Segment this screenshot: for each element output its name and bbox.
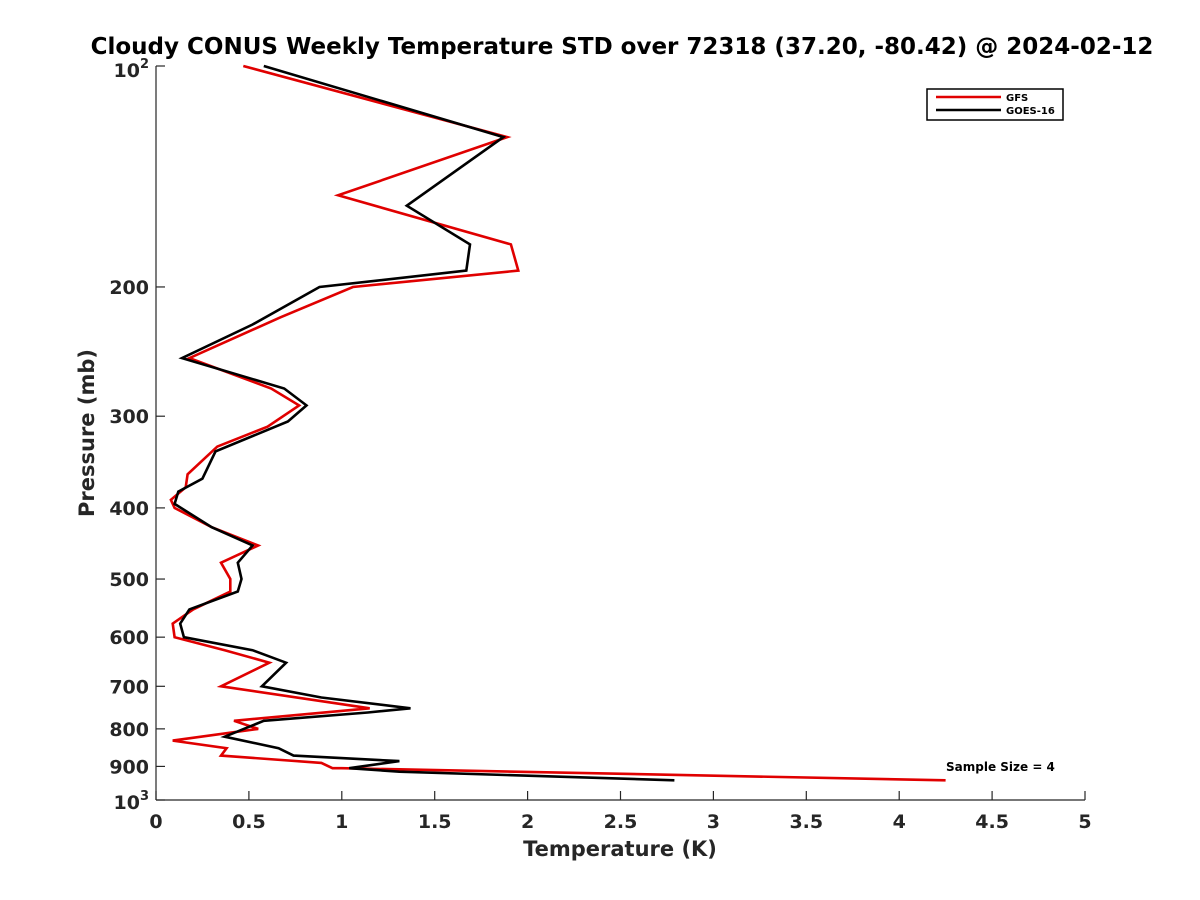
y-tick-label: 400 xyxy=(109,498,149,520)
y-tick-label: 500 xyxy=(109,569,149,591)
y-tick-label: 700 xyxy=(109,676,149,698)
x-tick-label: 2.5 xyxy=(604,811,638,833)
x-tick-label: 0.5 xyxy=(232,811,266,833)
x-tick-label: 0 xyxy=(149,811,162,833)
x-axis-label: Temperature (K) xyxy=(523,837,717,861)
legend-label-gfs: GFS xyxy=(1006,93,1028,104)
y-tick-label: 103 xyxy=(114,789,150,814)
y-axis-label: Pressure (mb) xyxy=(75,349,99,517)
y-tick-label: 102 xyxy=(114,57,150,82)
y-tick-label: 800 xyxy=(109,719,149,741)
x-tick-label: 1 xyxy=(335,811,348,833)
chart-title: Cloudy CONUS Weekly Temperature STD over… xyxy=(91,34,1154,60)
sample-size-annotation: Sample Size = 4 xyxy=(946,760,1055,774)
x-tick-label: 4.5 xyxy=(975,811,1009,833)
x-tick-label: 5 xyxy=(1078,811,1091,833)
legend-box xyxy=(926,88,1064,121)
series-line-gfs xyxy=(169,64,946,782)
plot-area: 0 0.5 1 1.5 2 2.5 3 3.5 4 4.5 5 102 200 300 400 500 600 7… xyxy=(109,57,1091,833)
x-tick-label: 1.5 xyxy=(418,811,452,833)
legend-label-goes-16: GOES-16 xyxy=(1006,106,1055,117)
x-tick-label: 4 xyxy=(893,811,906,833)
y-tick-label: 200 xyxy=(109,277,149,299)
y-tick-label: 600 xyxy=(109,627,149,649)
x-tick-label: 3 xyxy=(707,811,720,833)
series-line-goes-16 xyxy=(173,64,675,782)
legend: GFS GOES-16 xyxy=(926,88,1064,121)
y-tick-label: 900 xyxy=(109,756,149,778)
x-tick-label: 3.5 xyxy=(789,811,823,833)
y-tick-label: 300 xyxy=(109,406,149,428)
x-tick-label: 2 xyxy=(521,811,534,833)
